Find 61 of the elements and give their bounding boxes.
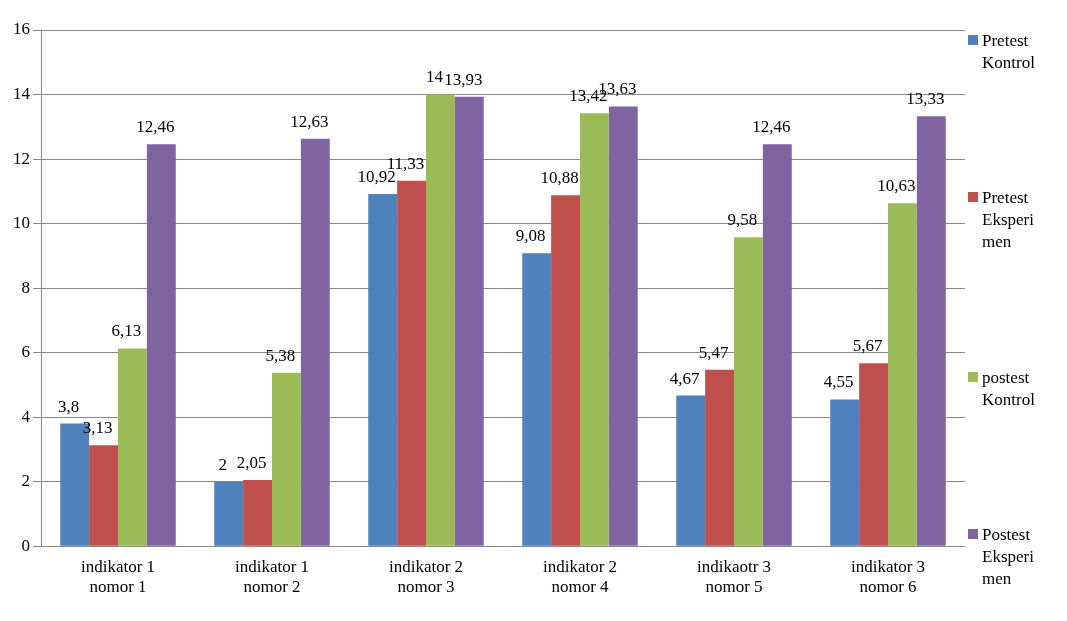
bar — [118, 348, 147, 546]
data-label: 2,05 — [236, 453, 267, 473]
bar — [580, 113, 609, 546]
x-tick-label: indikator 2 nomor 4 — [542, 556, 618, 597]
data-label: 9,58 — [727, 210, 758, 230]
bar — [705, 369, 734, 546]
data-label: 5,38 — [265, 345, 296, 365]
x-tick-label: indikator 1 nomor 1 — [80, 556, 156, 597]
bar — [397, 180, 426, 546]
data-label: 10,63 — [877, 176, 916, 196]
y-tick-label: 8 — [21, 277, 30, 297]
legend-label: Postest Eksperimen — [982, 524, 1035, 590]
bar — [830, 399, 860, 546]
y-tick-label: 6 — [21, 342, 30, 362]
bar — [454, 96, 484, 546]
data-label: 4,67 — [669, 368, 701, 388]
y-tick-label: 14 — [13, 83, 31, 103]
bar — [859, 363, 888, 546]
legend-label: Pretest Eksperimen — [982, 187, 1035, 254]
data-label: 6,13 — [111, 321, 142, 341]
bar — [368, 193, 398, 546]
y-tick-label: 2 — [21, 471, 30, 491]
bar — [272, 372, 301, 546]
x-tick-label: indikator 2 nomor 3 — [388, 556, 464, 597]
bar — [214, 481, 244, 546]
bar — [608, 106, 638, 546]
y-tick-label: 0 — [21, 535, 30, 555]
x-tick-label: indikator 3 nomor 6 — [850, 556, 926, 597]
bar — [551, 195, 580, 546]
y-tick-label: 16 — [13, 19, 30, 39]
y-tick-label: 10 — [13, 213, 30, 233]
data-label: 13,33 — [906, 89, 945, 109]
bar — [734, 237, 763, 546]
data-label: 14 — [425, 67, 444, 87]
bar — [300, 138, 330, 546]
bar — [888, 203, 917, 546]
y-tick-label: 4 — [21, 406, 31, 426]
bar — [762, 144, 792, 546]
data-label: 12,46 — [752, 117, 791, 137]
legend-label: postest Kontrol — [982, 366, 1036, 411]
bar — [426, 94, 455, 546]
data-label: 5,67 — [852, 336, 883, 356]
data-label: 12,63 — [290, 111, 329, 131]
x-tick-label: indikator 1 nomor 2 — [234, 556, 310, 597]
data-label: 9,08 — [515, 226, 546, 246]
data-label: 2 — [218, 454, 227, 474]
bar — [89, 445, 118, 546]
bar — [916, 116, 946, 546]
x-tick-label: indikaotr 3 nomor 5 — [696, 556, 772, 597]
bar — [676, 395, 706, 546]
data-label: 10,88 — [540, 168, 579, 188]
bar — [522, 253, 552, 546]
data-label: 12,46 — [136, 117, 175, 137]
y-tick-label: 12 — [13, 148, 30, 168]
data-label: 13,93 — [444, 69, 483, 89]
legend-label: Pretest Kontrol — [982, 30, 1036, 74]
data-label: 4,55 — [823, 372, 854, 392]
data-label: 5,47 — [698, 342, 729, 362]
bar — [146, 144, 176, 546]
data-label: 3,8 — [58, 396, 80, 416]
bar — [243, 480, 272, 546]
